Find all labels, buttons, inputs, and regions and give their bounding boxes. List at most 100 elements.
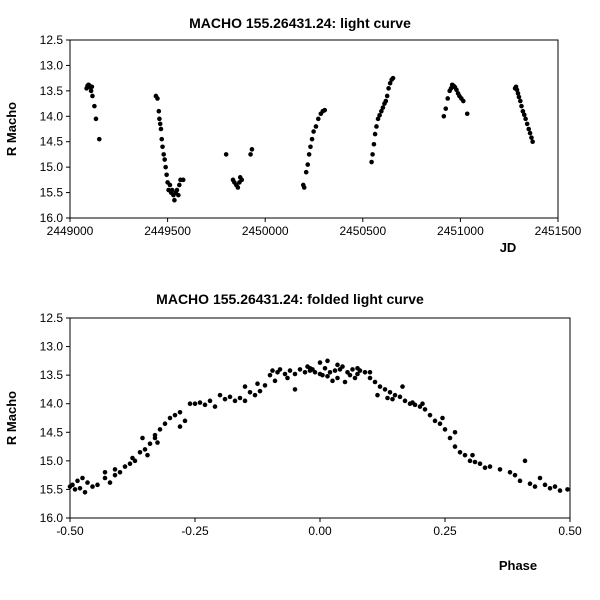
data-point	[432, 418, 438, 424]
data-point	[383, 98, 389, 104]
data-point	[307, 365, 313, 371]
y-tick-label: 14.0	[40, 109, 64, 123]
data-point	[325, 373, 330, 379]
data-points	[84, 75, 535, 203]
data-point	[223, 152, 229, 157]
data-point	[75, 478, 80, 484]
data-point	[440, 415, 445, 421]
plot-frame	[69, 317, 571, 519]
data-point	[375, 116, 381, 122]
data-point	[152, 432, 158, 438]
data-point	[387, 80, 393, 86]
data-point	[335, 362, 340, 368]
data-point	[249, 147, 255, 152]
data-point	[262, 383, 268, 388]
data-point	[447, 435, 453, 441]
data-point	[552, 484, 558, 489]
data-point	[96, 136, 102, 142]
data-point	[461, 98, 466, 104]
x-axis-label: Phase	[499, 558, 537, 573]
data-point	[155, 96, 160, 101]
data-point	[385, 395, 390, 401]
data-point	[202, 402, 208, 408]
data-point	[518, 98, 523, 104]
data-point	[387, 389, 393, 395]
data-point	[313, 124, 319, 129]
data-point	[472, 459, 478, 465]
data-point	[367, 375, 373, 381]
data-point	[303, 169, 309, 175]
data-point	[454, 87, 459, 93]
data-point	[112, 472, 118, 478]
data-point	[380, 105, 386, 110]
data-point	[317, 360, 323, 365]
data-point	[312, 369, 318, 375]
y-tick-label: 12.5	[40, 33, 64, 47]
data-point	[282, 371, 288, 377]
data-point	[301, 185, 307, 190]
data-point	[102, 475, 108, 481]
data-point	[90, 484, 95, 489]
data-point	[232, 398, 238, 404]
data-point	[565, 487, 570, 492]
y-tick-label: 14.5	[40, 425, 64, 439]
light-curve-chart: MACHO 155.26431.24: light curve 12.5 13.0…	[4, 15, 582, 255]
data-point	[222, 396, 228, 402]
data-point	[527, 481, 533, 487]
data-point	[524, 121, 530, 127]
y-tick-label: 14.0	[40, 397, 64, 411]
data-point	[172, 412, 178, 418]
data-point	[140, 435, 145, 441]
data-point	[80, 475, 85, 481]
data-point	[145, 452, 150, 458]
x-tick-label: 0.50	[558, 524, 582, 538]
data-point	[362, 369, 368, 375]
data-point	[507, 469, 513, 475]
data-point	[157, 427, 163, 432]
y-tick-label: 13.5	[40, 84, 64, 98]
y-tick-label: 15.5	[40, 186, 64, 200]
data-point	[402, 398, 408, 404]
data-point	[441, 113, 447, 119]
data-point	[537, 475, 543, 481]
data-point	[285, 375, 290, 381]
y-tick-label: 15.0	[40, 160, 64, 174]
data-point	[169, 187, 175, 193]
data-point	[372, 131, 378, 137]
data-point	[470, 452, 475, 458]
data-point	[102, 469, 108, 475]
y-axis-label: R Macho	[4, 102, 19, 156]
x-tick-label: 2451000	[437, 224, 484, 238]
data-point	[315, 116, 321, 122]
data-point	[112, 467, 118, 472]
data-point	[132, 458, 138, 464]
chart-title: MACHO 155.26431.24: light curve	[189, 15, 411, 31]
data-point	[311, 129, 316, 134]
data-point	[177, 409, 183, 415]
data-point	[516, 94, 522, 100]
data-point	[523, 116, 528, 122]
data-point	[342, 379, 348, 385]
data-point	[95, 482, 100, 488]
data-point	[309, 136, 315, 142]
data-point	[297, 367, 303, 372]
data-point	[167, 182, 173, 188]
data-point	[90, 93, 95, 99]
folded-light-curve-chart: MACHO 155.26431.24: folded light curve 1…	[4, 291, 582, 573]
data-point	[390, 396, 395, 402]
data-point	[157, 116, 162, 122]
data-point	[82, 489, 88, 495]
data-point	[445, 96, 451, 101]
data-point	[161, 152, 166, 157]
data-point	[305, 162, 311, 167]
data-point	[464, 111, 470, 117]
data-point	[147, 441, 153, 447]
data-point	[160, 144, 165, 150]
plot-frame	[69, 39, 559, 219]
data-point	[270, 368, 275, 373]
data-point	[72, 487, 78, 492]
data-point	[372, 379, 378, 385]
data-point	[142, 447, 148, 452]
data-point	[247, 389, 253, 395]
y-tick-label: 15.0	[40, 454, 64, 468]
